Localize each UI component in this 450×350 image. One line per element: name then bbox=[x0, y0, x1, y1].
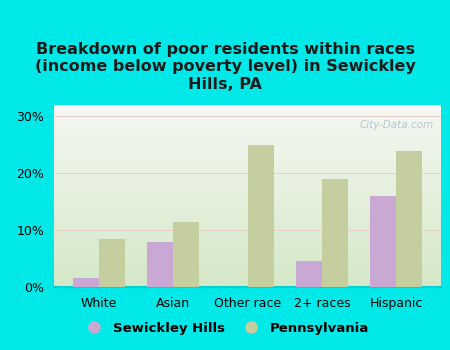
Bar bbox=[248, 145, 274, 287]
Bar bbox=[99, 239, 125, 287]
Bar bbox=[322, 179, 348, 287]
Legend: Sewickley Hills, Pennsylvania: Sewickley Hills, Pennsylvania bbox=[76, 316, 374, 340]
Bar bbox=[296, 261, 322, 287]
Bar bbox=[396, 150, 423, 287]
Bar bbox=[370, 196, 396, 287]
Bar bbox=[72, 279, 99, 287]
Text: Breakdown of poor residents within races
(income below poverty level) in Sewickl: Breakdown of poor residents within races… bbox=[35, 42, 415, 92]
Bar bbox=[147, 241, 173, 287]
Bar bbox=[173, 222, 199, 287]
Text: City-Data.com: City-Data.com bbox=[359, 120, 433, 130]
